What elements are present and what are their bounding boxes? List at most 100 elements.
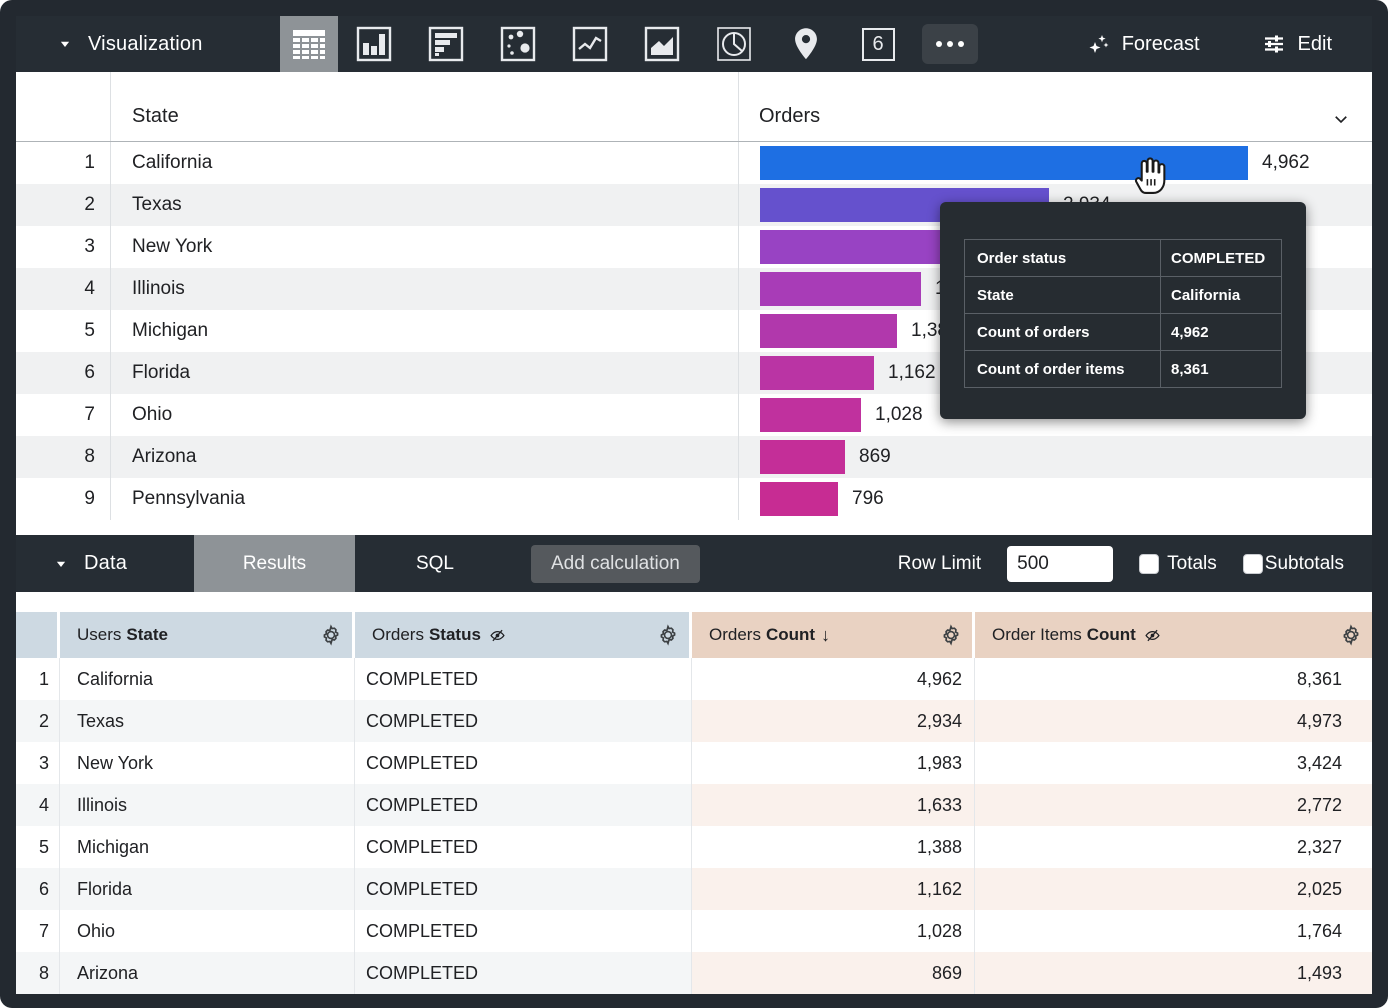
tooltip-value: 4,962 xyxy=(1171,323,1209,341)
tab-sql[interactable]: SQL xyxy=(415,552,455,574)
order-items-count-cell: 2,327 xyxy=(1296,836,1342,857)
orders-bar-cell: 1,388 xyxy=(738,310,1372,352)
area-chart-icon xyxy=(644,26,680,62)
orders-header-label: Orders xyxy=(759,105,821,127)
more-viz-types-button[interactable] xyxy=(914,16,986,72)
visualization-panel: State Orders 1 California 4,962 2 xyxy=(16,72,1372,535)
row-number: 4 xyxy=(84,278,95,299)
orders-bar[interactable] xyxy=(760,440,845,474)
row-limit-input[interactable] xyxy=(1007,545,1114,582)
viz-type-area-button[interactable] xyxy=(626,16,698,72)
viz-type-pie-button[interactable] xyxy=(698,16,770,72)
table-row[interactable]: 6 Florida COMPLETED 1,162 2,025 xyxy=(16,868,1372,910)
data-title: Data xyxy=(84,552,128,574)
viz-type-scatter-button[interactable] xyxy=(482,16,554,72)
table-row[interactable]: 4 Illinois COMPLETED 1,633 2,772 xyxy=(16,784,1372,826)
row-limit-label: Row Limit xyxy=(897,552,982,574)
results-table: Users State Orders Status Orders Count xyxy=(16,612,1372,994)
users-state-cell: Arizona xyxy=(60,952,355,994)
gear-icon[interactable] xyxy=(657,624,679,646)
users-state-cell: Michigan xyxy=(60,826,355,868)
users-state-cell: California xyxy=(60,658,355,700)
row-number: 7 xyxy=(16,910,60,952)
tooltip-label: Order status xyxy=(965,240,1161,276)
table-row[interactable]: 3 New York COMPLETED 1,983 3,424 xyxy=(16,742,1372,784)
state-cell: Florida xyxy=(110,352,738,394)
totals-toggle[interactable]: Totals xyxy=(1139,553,1217,575)
hidden-from-vis-icon xyxy=(1144,627,1161,644)
orders-count-cell: 1,028 xyxy=(692,910,975,952)
viz-type-single-value-button[interactable]: 6 xyxy=(842,16,914,72)
data-section-toggle[interactable]: Data xyxy=(16,535,194,592)
header-orders-status[interactable]: Orders Status xyxy=(355,612,692,658)
state-cell: Arizona xyxy=(110,436,738,478)
table-row[interactable]: 8 Arizona COMPLETED 869 1,493 xyxy=(16,952,1372,994)
viz-type-table-button[interactable] xyxy=(280,16,338,72)
header-order-items-count[interactable]: Order Items Count xyxy=(975,612,1372,658)
row-number: 3 xyxy=(84,236,95,257)
hidden-from-vis-icon xyxy=(489,627,506,644)
viz-table-row: 8 Arizona 869 xyxy=(16,436,1372,478)
orders-bar[interactable] xyxy=(760,314,897,348)
gear-icon[interactable] xyxy=(320,624,342,646)
totals-label: Totals xyxy=(1167,552,1217,574)
table-row[interactable]: 7 Ohio COMPLETED 1,028 1,764 xyxy=(16,910,1372,952)
orders-count-cell: 1,162 xyxy=(692,868,975,910)
add-calculation-button[interactable]: Add calculation xyxy=(531,544,700,583)
visualization-toolbar: Visualization xyxy=(16,16,1372,72)
orders-bar-cell: 1,162 xyxy=(738,352,1372,394)
viz-orders-column-header[interactable]: Orders xyxy=(738,72,1372,141)
users-state-cell: Florida xyxy=(60,868,355,910)
order-items-count-cell: 2,025 xyxy=(975,868,1372,910)
subtotals-toggle[interactable]: Subtotals xyxy=(1242,553,1344,575)
viz-state-column-header[interactable]: State xyxy=(110,72,738,141)
row-number: 2 xyxy=(16,700,60,742)
hover-tooltip: Order status COMPLETED State California … xyxy=(940,202,1306,419)
table-row[interactable]: 2 Texas COMPLETED 2,934 4,973 xyxy=(16,700,1372,742)
header-orders-count[interactable]: Orders Count ↓ xyxy=(692,612,975,658)
chevron-down-icon[interactable] xyxy=(1332,110,1350,128)
orders-status-cell: COMPLETED xyxy=(355,658,692,700)
results-table-body: 1 California COMPLETED 4,962 8,361 2 Tex… xyxy=(16,658,1372,994)
subtotals-checkbox[interactable] xyxy=(1242,553,1263,574)
edit-button[interactable]: Edit xyxy=(1262,32,1332,56)
gear-icon[interactable] xyxy=(940,624,962,646)
totals-checkbox[interactable] xyxy=(1139,553,1160,574)
table-chart-icon xyxy=(293,30,325,59)
viz-type-column-button[interactable] xyxy=(338,16,410,72)
settings-sliders-icon xyxy=(1264,35,1283,53)
orders-bar[interactable] xyxy=(760,230,955,264)
viz-table-header: State Orders xyxy=(16,72,1372,142)
viz-table-row: 9 Pennsylvania 796 xyxy=(16,478,1372,520)
tooltip-row: Order status COMPLETED xyxy=(965,240,1281,276)
viz-table-row: 1 California 4,962 xyxy=(16,142,1372,184)
gear-icon[interactable] xyxy=(1340,624,1362,646)
visualization-section-toggle[interactable]: Visualization xyxy=(16,16,280,72)
order-items-count-cell: 1,493 xyxy=(975,952,1372,994)
row-number: 6 xyxy=(84,362,95,383)
visualization-title: Visualization xyxy=(88,32,203,55)
results-table-header: Users State Orders Status Orders Count xyxy=(16,612,1372,658)
viz-type-map-button[interactable] xyxy=(770,16,842,72)
viz-type-line-button[interactable] xyxy=(554,16,626,72)
orders-bar[interactable] xyxy=(760,146,1248,180)
tooltip-label: State xyxy=(965,277,1161,313)
tooltip-row: Count of order items 8,361 xyxy=(965,350,1281,387)
orders-bar[interactable] xyxy=(760,398,861,432)
header-row-number xyxy=(16,612,60,658)
table-row[interactable]: 5 Michigan COMPLETED 1,388 2,327 xyxy=(16,826,1372,868)
orders-bar[interactable] xyxy=(760,356,874,390)
forecast-button[interactable]: Forecast xyxy=(1086,32,1200,56)
tooltip-row: Count of orders 4,962 xyxy=(965,313,1281,350)
tab-results[interactable]: Results xyxy=(194,535,355,592)
viz-type-switcher: 6 xyxy=(280,16,986,72)
table-row[interactable]: 1 California COMPLETED 4,962 8,361 xyxy=(16,658,1372,700)
orders-bar[interactable] xyxy=(760,482,838,516)
viz-row-number-header xyxy=(16,72,110,141)
header-users-state[interactable]: Users State xyxy=(60,612,355,658)
viz-type-bar-button[interactable] xyxy=(410,16,482,72)
orders-status-cell: COMPLETED xyxy=(355,700,692,742)
tooltip-label: Count of orders xyxy=(965,314,1161,350)
row-number: 9 xyxy=(84,488,95,509)
orders-bar[interactable] xyxy=(760,272,921,306)
